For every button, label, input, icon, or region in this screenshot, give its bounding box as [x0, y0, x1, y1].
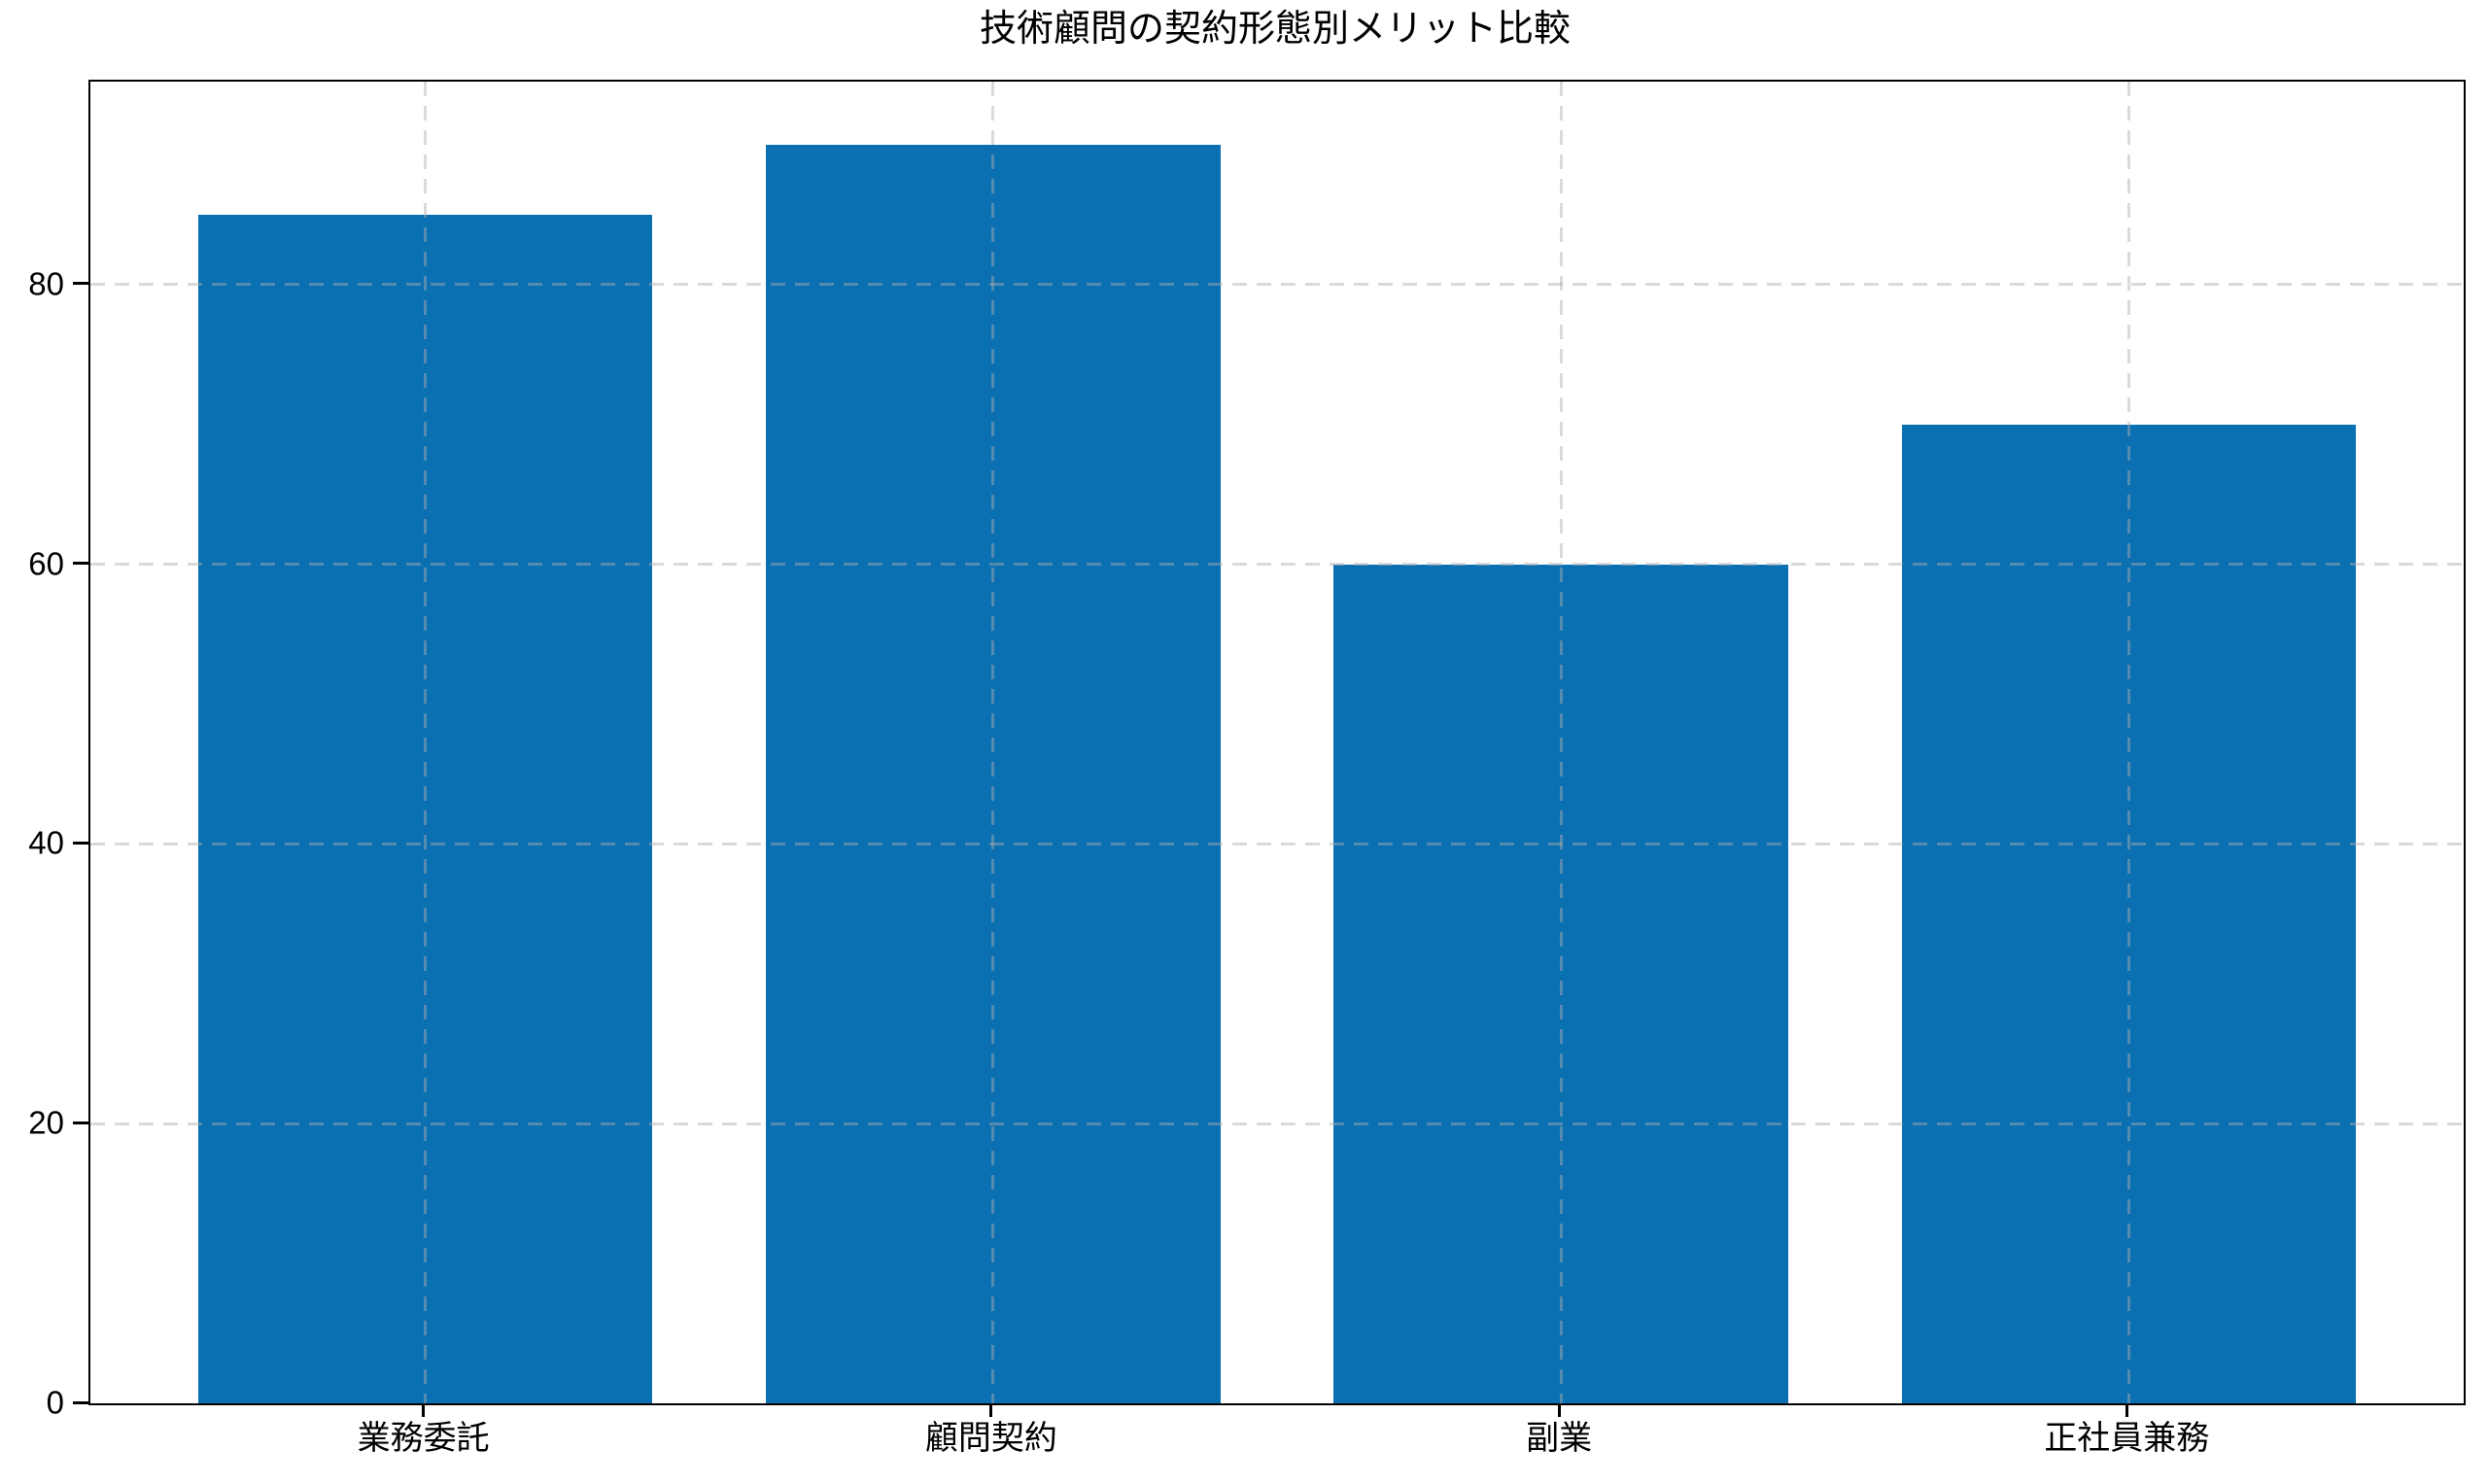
xtick-mark-正社員兼務 [2125, 1403, 2128, 1417]
ytick-mark-60 [73, 562, 88, 565]
xtick-label-正社員兼務: 正社員兼務 [2044, 1420, 2210, 1457]
ytick-label-0: 0 [46, 1384, 64, 1421]
gridline-x-正社員兼務 [2126, 82, 2130, 1403]
xtick-mark-業務委託 [422, 1403, 426, 1417]
xtick-label-顧問契約: 顧問契約 [924, 1420, 1057, 1457]
ytick-label-80: 80 [28, 265, 64, 302]
xtick-label-副業: 副業 [1526, 1420, 1593, 1457]
gridline-y-40 [90, 842, 2464, 846]
bar-正社員兼務 [1901, 424, 2356, 1403]
ytick-mark-40 [73, 841, 88, 845]
gridline-y-60 [90, 563, 2464, 566]
gridline-x-顧問契約 [991, 82, 995, 1403]
ytick-mark-20 [73, 1121, 88, 1124]
gridline-y-80 [90, 283, 2464, 287]
xtick-mark-顧問契約 [989, 1403, 993, 1417]
ytick-mark-80 [73, 282, 88, 286]
ytick-label-20: 20 [28, 1104, 64, 1141]
ytick-mark-0 [73, 1400, 88, 1404]
bar-業務委託 [198, 214, 653, 1403]
ytick-label-60: 60 [28, 545, 64, 581]
gridline-x-副業 [1559, 82, 1563, 1403]
bar-副業 [1333, 564, 1788, 1403]
ytick-label-40: 40 [28, 824, 64, 861]
plot-area [88, 80, 2466, 1405]
bar-顧問契約 [766, 144, 1221, 1403]
chart-title: 技術顧問の契約形態別メリット比較 [979, 9, 1571, 50]
gridline-x-業務委託 [424, 82, 428, 1403]
xtick-label-業務委託: 業務委託 [357, 1420, 490, 1457]
xtick-mark-副業 [1557, 1403, 1561, 1417]
gridline-y-20 [90, 1122, 2464, 1125]
